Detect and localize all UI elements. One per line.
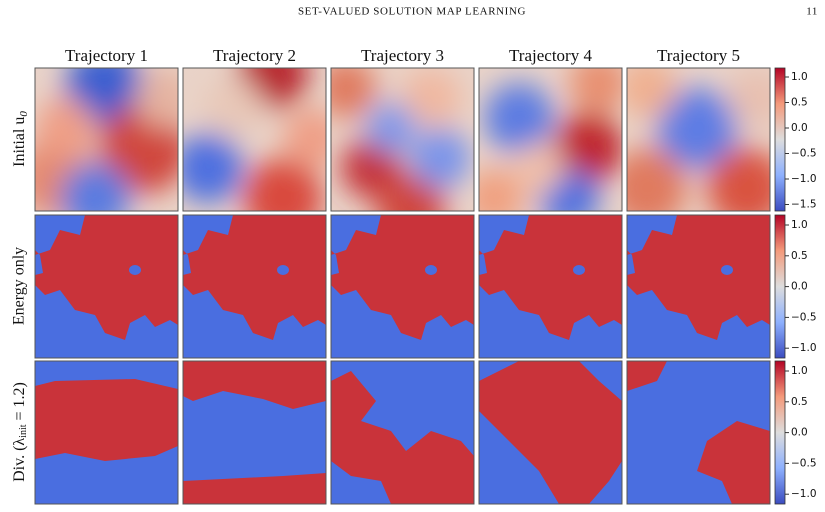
column-title: Trajectory 5: [657, 46, 740, 65]
colorbar-tick-label: −0.5: [791, 311, 817, 323]
colorbar-tick-label: 0.0: [791, 427, 808, 439]
row-label: Div. (λinit = 1.2): [11, 382, 30, 482]
colorbar-tick-label: 0.0: [791, 281, 808, 293]
colorbar: [774, 67, 786, 212]
panel-frame: [330, 214, 475, 359]
colorbar: [774, 214, 786, 359]
heatmap-panel: [183, 215, 326, 358]
colorbar-tick-label: −1.0: [791, 173, 817, 185]
heatmap-panel: [479, 361, 622, 504]
colorbar: [774, 360, 786, 505]
column-title: Trajectory 4: [509, 46, 592, 65]
panel-frame: [626, 360, 771, 505]
panel-frame: [34, 214, 179, 359]
panel-frame: [34, 67, 179, 212]
heatmap-panel: [35, 68, 178, 211]
heatmap-panel: [331, 215, 474, 358]
colorbar-tick-label: −0.5: [791, 457, 817, 469]
colorbar-tick-label: −1.0: [791, 488, 817, 500]
colorbar-tick-label: 0.5: [791, 250, 808, 262]
column-title: Trajectory 2: [213, 46, 296, 65]
row-label: Initial u0: [11, 111, 30, 167]
heatmap-panel: [627, 361, 770, 504]
colorbar-tick-label: 0.5: [791, 97, 808, 109]
running-header: SET-VALUED SOLUTION MAP LEARNING: [298, 6, 526, 18]
colorbar-tick-label: 1.0: [791, 71, 808, 83]
colorbar-tick-label: 0.0: [791, 122, 808, 134]
colorbar-tick-label: −1.5: [791, 199, 817, 211]
heatmap-panel: [331, 68, 474, 211]
heatmap-panel: [35, 361, 178, 504]
page-number: 11: [806, 6, 818, 18]
panel-frame: [478, 360, 623, 505]
panel-frame: [182, 67, 327, 212]
panel-frame: [182, 214, 327, 359]
colorbar-tick-label: 1.0: [791, 219, 808, 231]
column-title: Trajectory 1: [65, 46, 148, 65]
heatmap-panel: [331, 361, 474, 504]
colorbar-tick-label: −1.0: [791, 342, 817, 354]
heatmap-panel: [183, 68, 326, 211]
panel-frame: [626, 67, 771, 212]
panel-frame: [478, 67, 623, 212]
row-label: Energy only: [11, 247, 28, 325]
panel-frame: [182, 360, 327, 505]
heatmap-panel: [479, 215, 622, 358]
panel-frame: [626, 214, 771, 359]
heatmap-panel: [183, 361, 326, 504]
column-title: Trajectory 3: [361, 46, 444, 65]
panel-frame: [330, 67, 475, 212]
panel-frame: [478, 214, 623, 359]
colorbar-tick-label: 1.0: [791, 365, 808, 377]
heatmap-panel: [627, 215, 770, 358]
colorbar-tick-label: 0.5: [791, 396, 808, 408]
panel-frame: [34, 360, 179, 505]
panel-frame: [330, 360, 475, 505]
colorbar-tick-label: −0.5: [791, 148, 817, 160]
heatmap-panel: [35, 215, 178, 358]
heatmap-panel: [479, 68, 622, 211]
heatmap-panel: [627, 68, 770, 211]
